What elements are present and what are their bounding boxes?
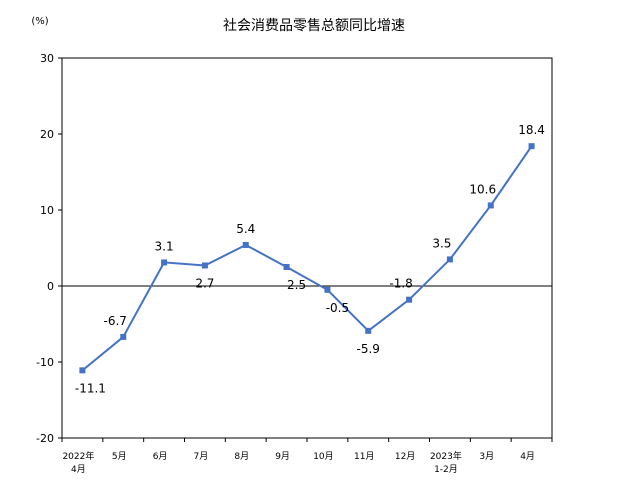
x-tick-label: 2022年: [62, 450, 94, 462]
data-label: -0.5: [326, 301, 349, 315]
y-tick-label: -20: [36, 432, 54, 445]
data-point-marker: [324, 286, 331, 293]
x-tick-label: 1-2月: [434, 464, 458, 475]
y-tick-label: 20: [40, 128, 54, 141]
x-tick-label: 4月: [71, 464, 86, 475]
y-tick-label: 30: [40, 52, 54, 65]
data-point-marker: [528, 143, 535, 150]
data-label: -1.8: [389, 277, 412, 291]
data-point-marker: [283, 264, 290, 270]
y-tick-label: 10: [40, 204, 54, 217]
data-point-marker: [446, 256, 453, 263]
y-tick-label: 0: [47, 280, 54, 293]
x-tick-label: 12月: [395, 451, 415, 462]
x-tick-label: 6月: [153, 451, 168, 462]
data-label: 10.6: [469, 182, 496, 196]
x-axis: 2022年 4月 5月 6月 7月 8月 9月 10月 11月 12月 2023年 1-2月 3月 4月: [61, 438, 553, 475]
data-label: 3.5: [432, 236, 451, 250]
data-label: 2.5: [287, 278, 306, 292]
data-label: 5.4: [236, 222, 255, 236]
y-axis-unit-label: (%): [31, 16, 48, 27]
x-tick-label: 10月: [313, 451, 333, 462]
x-tick-label: 3月: [479, 451, 494, 462]
x-tick-label: 11月: [354, 451, 374, 462]
data-point-marker: [79, 367, 86, 374]
data-label: -5.9: [357, 342, 380, 356]
data-label: -11.1: [75, 381, 106, 395]
data-point-marker: [201, 262, 208, 269]
series-markers: [79, 143, 535, 374]
x-tick-label: 5月: [112, 451, 127, 462]
chart-title: 社会消费品零售总额同比增速: [223, 18, 405, 34]
x-tick-label: 2023年: [430, 450, 462, 462]
data-point-marker: [120, 333, 127, 340]
data-point-marker: [365, 327, 372, 334]
y-tick-label: -10: [36, 356, 54, 369]
x-tick-label: 8月: [234, 451, 249, 462]
x-tick-label: 4月: [520, 451, 535, 462]
y-axis: -20 -10 0 10 20 30: [36, 52, 62, 445]
data-label: 2.7: [195, 276, 214, 290]
data-point-marker: [161, 259, 168, 266]
data-label: 18.4: [518, 123, 545, 137]
data-point-marker: [406, 296, 413, 303]
data-point-marker: [487, 202, 494, 209]
x-tick-label: 9月: [275, 451, 290, 462]
plot-area-frame: [61, 57, 553, 439]
data-point-marker: [242, 241, 249, 248]
data-label: 3.1: [155, 239, 174, 253]
data-label: -6.7: [104, 314, 127, 328]
series-line: [81, 145, 533, 372]
data-labels: -11.1 -6.7 3.1 2.7 5.4 2.5 -0.5 -5.9 -1.8 3.5 10.6…: [75, 123, 545, 395]
x-tick-label: 7月: [194, 451, 209, 462]
